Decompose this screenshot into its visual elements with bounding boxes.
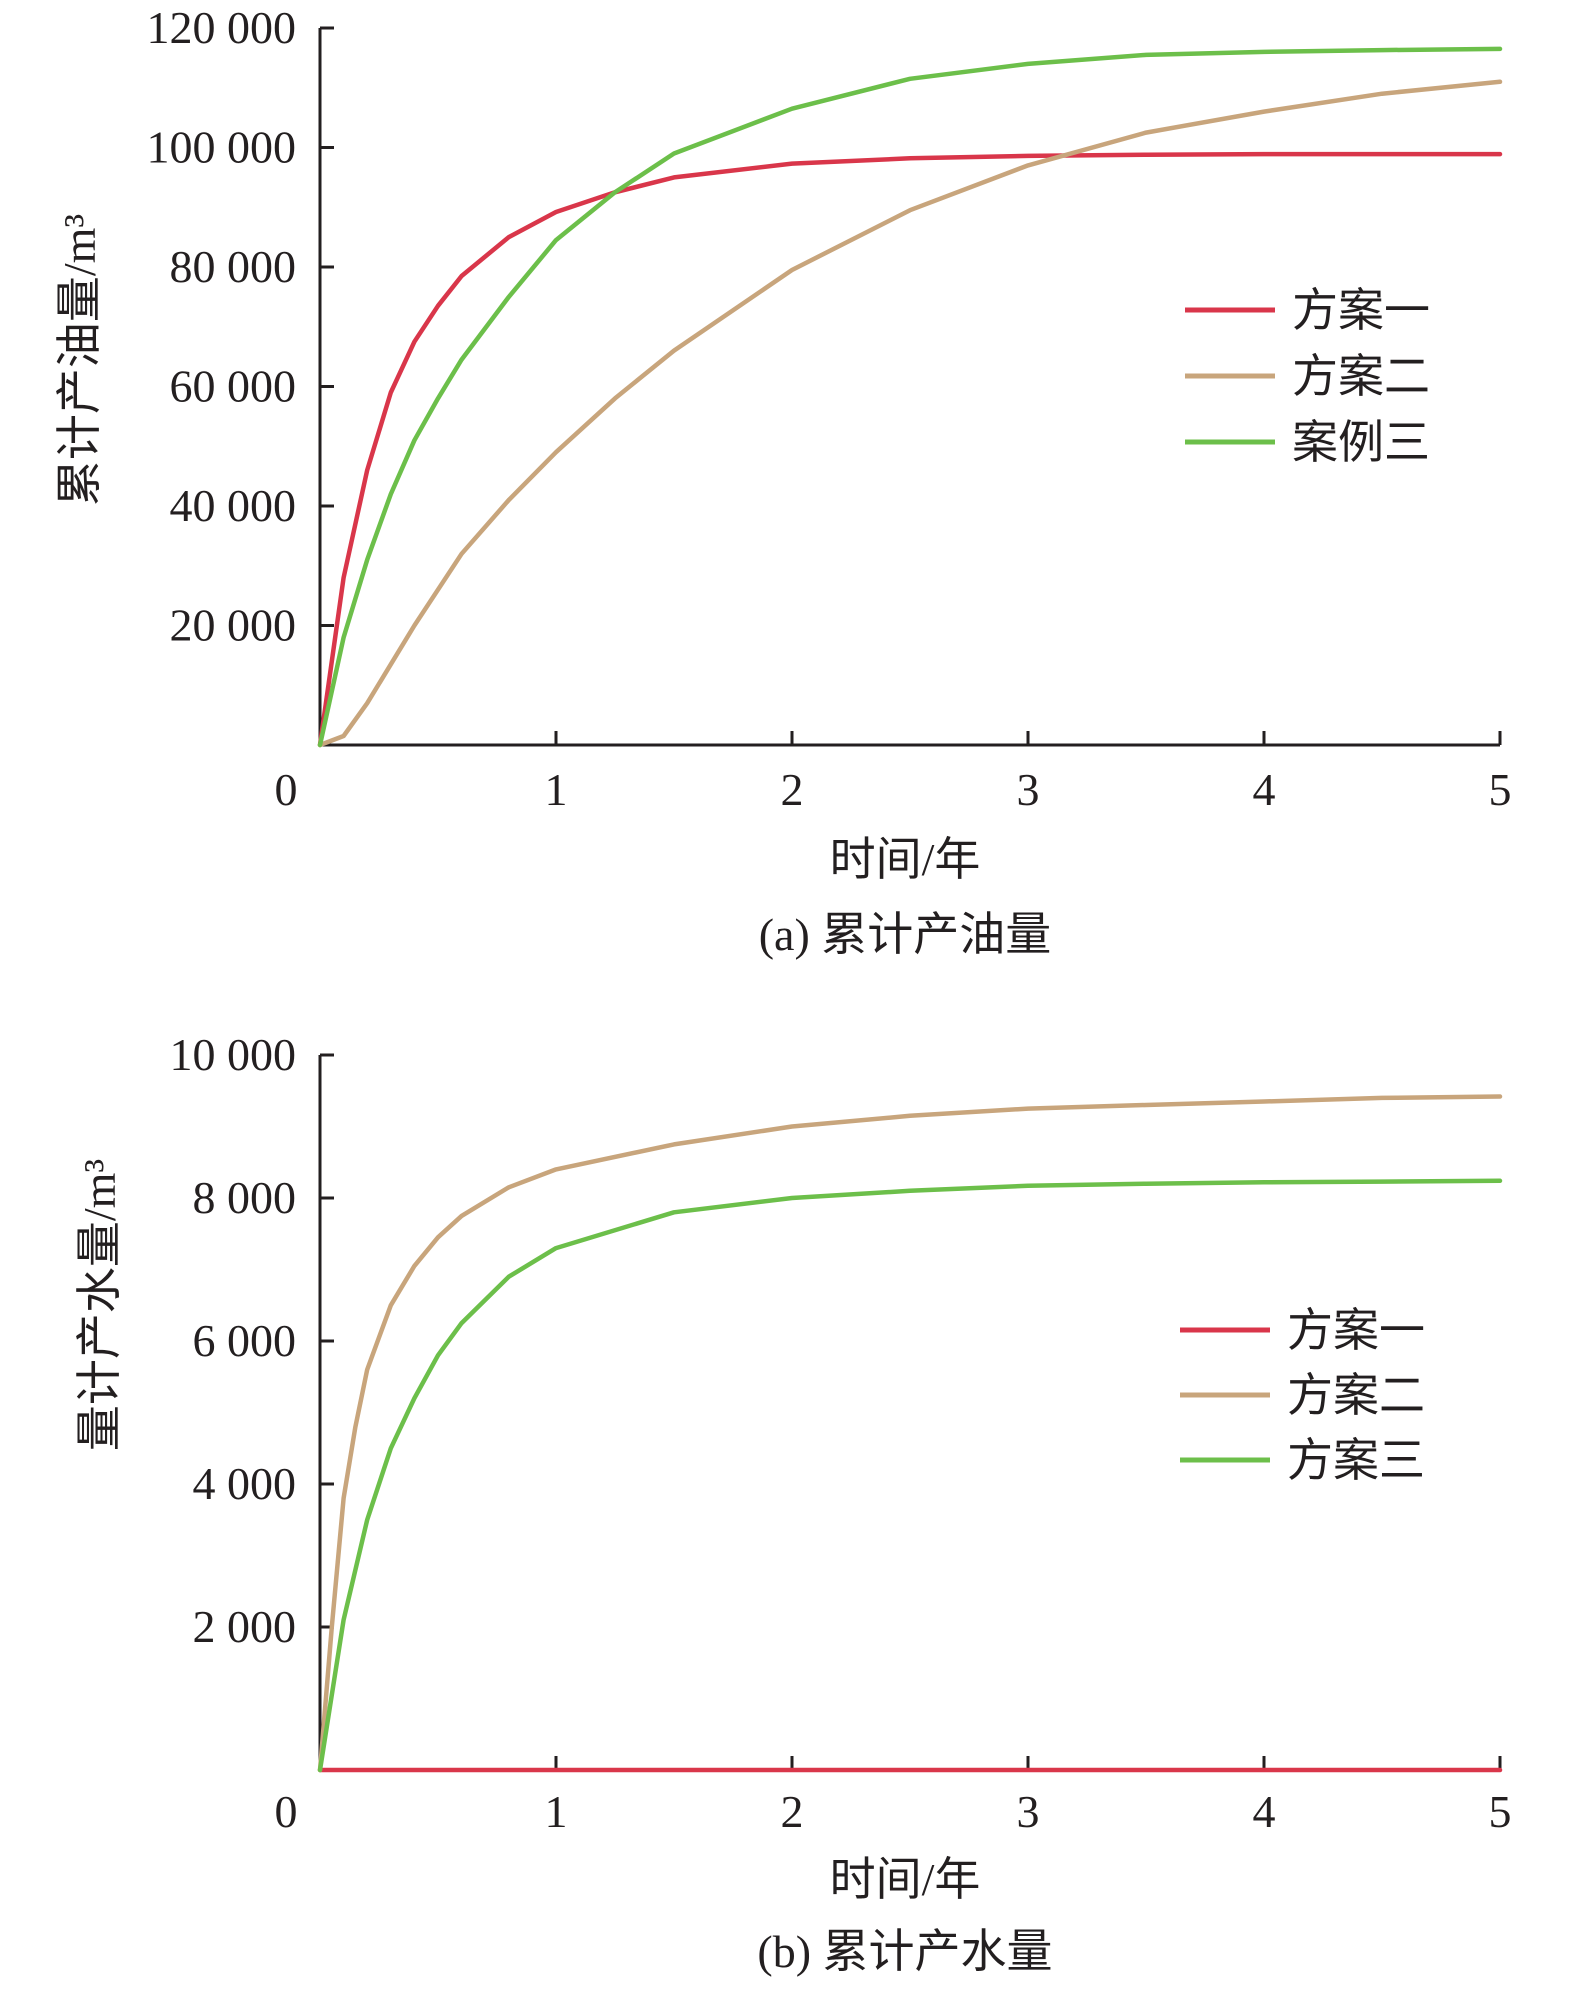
y-tick-label: 100 000 — [147, 122, 297, 173]
x-tick-label: 2 — [781, 1786, 804, 1837]
legend-label-1: 方案一 — [1292, 285, 1430, 336]
y-tick-label: 120 000 — [147, 2, 297, 53]
y-tick-label: 80 000 — [170, 241, 297, 292]
x-tick-label: 1 — [545, 764, 568, 815]
x-tick-label: 2 — [781, 764, 804, 815]
legend-label-1: 方案一 — [1287, 1305, 1425, 1356]
y-tick-label: 40 000 — [170, 480, 297, 531]
chart-caption: (b) 累计产水量 — [757, 1926, 1052, 1977]
x-tick-label: 1 — [545, 1786, 568, 1837]
x-tick-label: 0 — [275, 1786, 298, 1837]
chart-b-svg: 0 1 2 3 4 5 2 000 4 000 6 000 8 000 10 000 时间/年 量计产水… — [74, 1029, 1512, 1977]
y-tick-label: 4 000 — [193, 1458, 297, 1509]
x-axis-title: 时间/年 — [830, 834, 981, 885]
series-line-2 — [317, 1094, 1503, 1773]
x-tick-label: 5 — [1489, 1786, 1512, 1837]
y-tick-label: 10 000 — [170, 1029, 297, 1080]
y-axis-title: 累计产油量/m³ — [54, 214, 105, 506]
x-tick-label: 0 — [275, 764, 298, 815]
x-axis-title: 时间/年 — [830, 1854, 981, 1905]
chart-caption: (a) 累计产油量 — [759, 909, 1052, 960]
y-tick-label: 60 000 — [170, 361, 297, 412]
y-tick-label: 8 000 — [193, 1172, 297, 1223]
legend-label-3: 方案三 — [1287, 1435, 1425, 1486]
chart-a-oil: 0 1 2 3 4 5 20 000 40 000 60 000 80 000 100 000 120… — [0, 0, 1575, 995]
chart-a-svg: 0 1 2 3 4 5 20 000 40 000 60 000 80 000 100 000 120… — [54, 2, 1512, 960]
chart-b-water: 0 1 2 3 4 5 2 000 4 000 6 000 8 000 10 000 时间/年 量计产水… — [0, 995, 1575, 1995]
legend-label-2: 方案二 — [1292, 351, 1430, 402]
x-tick-label: 3 — [1017, 764, 1040, 815]
series-line-3 — [317, 46, 1503, 748]
series-line-1 — [317, 151, 1503, 748]
y-axis-title: 量计产水量/m³ — [74, 1159, 125, 1451]
series-line-2 — [317, 79, 1503, 748]
y-tick-label: 2 000 — [193, 1601, 297, 1652]
x-tick-label: 4 — [1253, 1786, 1276, 1837]
legend-label-3: 案例三 — [1292, 417, 1430, 468]
x-tick-label: 3 — [1017, 1786, 1040, 1837]
series-line-3 — [317, 1178, 1503, 1773]
y-tick-label: 20 000 — [170, 600, 297, 651]
x-tick-label: 4 — [1253, 764, 1276, 815]
x-tick-label: 5 — [1489, 764, 1512, 815]
legend-label-2: 方案二 — [1287, 1370, 1425, 1421]
y-tick-label: 6 000 — [193, 1315, 297, 1366]
